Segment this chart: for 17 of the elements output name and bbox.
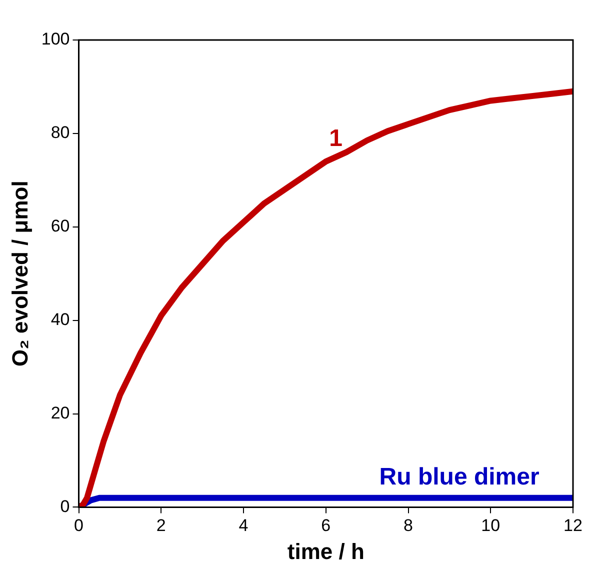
series-label: 1 <box>329 125 342 152</box>
y-tick-label: 0 <box>60 496 70 516</box>
x-tick-label: 12 <box>564 516 582 536</box>
y-tick-label: 20 <box>50 403 70 422</box>
y-tick-label: 80 <box>50 123 70 142</box>
x-tick-label: 10 <box>481 516 500 536</box>
y-tick-label: 100 <box>41 30 70 49</box>
x-axis-title: time / h <box>287 538 364 564</box>
x-tick-label: 8 <box>404 516 413 536</box>
x-tick-label: 6 <box>321 516 331 536</box>
y-tick-label: 60 <box>50 216 70 236</box>
x-tick-label: 0 <box>74 516 84 536</box>
y-axis-title: O₂ evolved / μmol <box>7 180 32 367</box>
x-tick-label: 2 <box>156 516 166 536</box>
series-label: Ru blue dimer <box>379 463 540 490</box>
y-tick-label: 40 <box>50 310 70 330</box>
x-tick-label: 4 <box>238 516 248 536</box>
